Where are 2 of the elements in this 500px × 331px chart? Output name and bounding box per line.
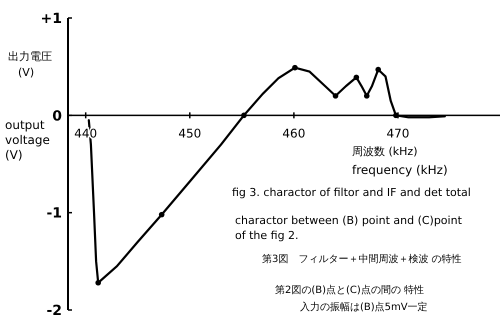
xlabel: 周波数 (kHz)	[352, 145, 418, 158]
ylabel: 出力電圧 (V)	[8, 50, 52, 79]
